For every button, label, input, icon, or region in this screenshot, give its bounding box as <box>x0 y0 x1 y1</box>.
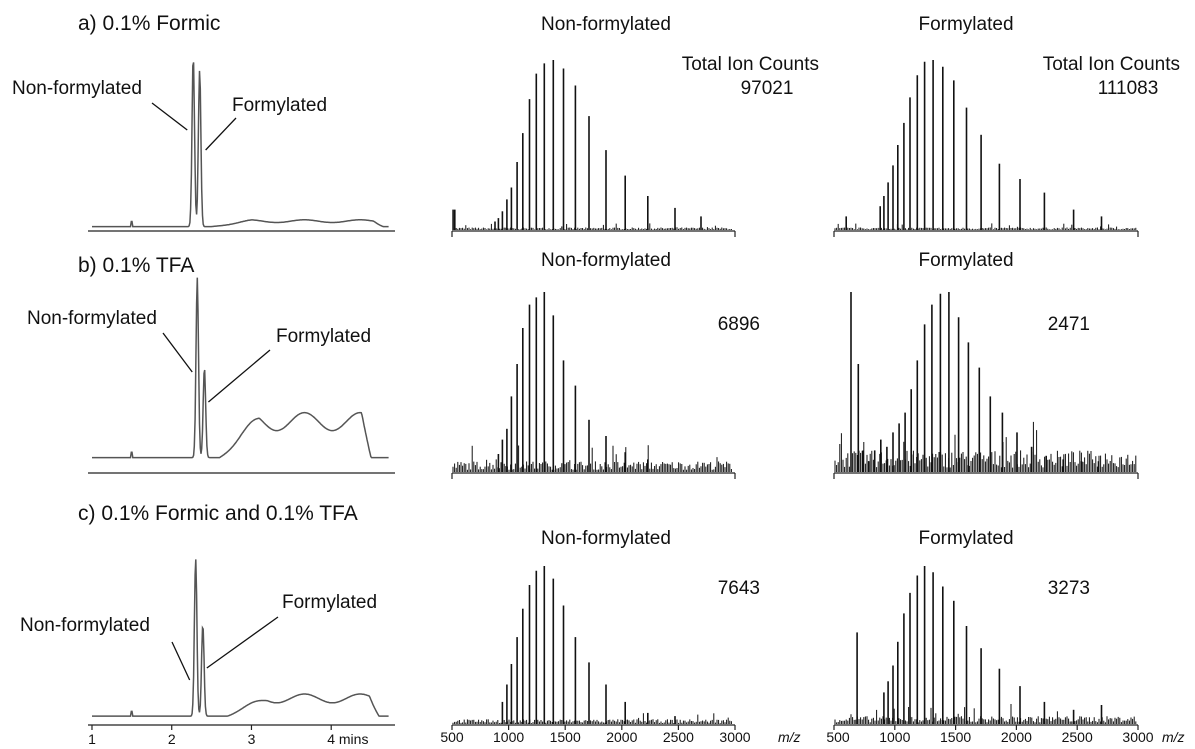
spectrum-title: Formylated <box>918 250 1013 271</box>
mz-tick-label: 3000 <box>1122 729 1153 745</box>
chromatogram-trace <box>92 559 389 717</box>
arrow-non-formylated <box>171 641 191 681</box>
mz-tick-label: 2500 <box>1062 729 1093 745</box>
formylated-label: Formylated <box>232 95 327 116</box>
non-formylated-label: Non-formylated <box>27 308 157 329</box>
spectrum-title: Non-formylated <box>541 250 671 271</box>
time-tick-label: 2 <box>168 731 176 747</box>
total-ion-counts-header: Total Ion Counts <box>682 54 819 75</box>
arrow-formylated <box>206 616 279 669</box>
mz-tick-label: 1000 <box>879 729 910 745</box>
non-formylated-label: Non-formylated <box>20 615 150 636</box>
spectrum-title: Non-formylated <box>541 14 671 35</box>
arrow-formylated <box>208 349 271 403</box>
non-formylated-label: Non-formylated <box>12 78 142 99</box>
chromatogram-trace <box>92 277 389 459</box>
total-ion-counts-header: Total Ion Counts <box>1043 54 1180 75</box>
mz-tick-label: 2000 <box>1001 729 1032 745</box>
row-title: a) 0.1% Formic <box>78 12 220 35</box>
chromatogram-trace <box>92 62 389 228</box>
mz-tick-label: 500 <box>826 729 850 745</box>
spectrum-title: Formylated <box>918 528 1013 549</box>
mz-tick-label: 1500 <box>940 729 971 745</box>
mz-tick-label: 2000 <box>606 729 637 745</box>
total-ion-counts-value: 3273 <box>1048 578 1090 599</box>
row-title: b) 0.1% TFA <box>78 254 194 277</box>
mz-unit-label: m/z <box>1162 729 1185 745</box>
mz-tick-label: 500 <box>440 729 464 745</box>
mz-unit-label: m/z <box>778 729 801 745</box>
total-ion-counts-value: 6896 <box>718 314 760 335</box>
arrow-non-formylated <box>151 102 188 131</box>
total-ion-counts-value: 7643 <box>718 578 760 599</box>
total-ion-counts-value: 2471 <box>1048 314 1090 335</box>
arrow-formylated <box>205 117 237 151</box>
mz-tick-label: 3000 <box>719 729 750 745</box>
mz-tick-label: 2500 <box>663 729 694 745</box>
arrow-non-formylated <box>162 332 193 373</box>
total-ion-counts-value: 97021 <box>741 78 794 99</box>
total-ion-counts-value: 111083 <box>1098 78 1159 99</box>
time-tick-label: 1 <box>88 731 96 747</box>
time-tick-label: 4 mins <box>327 731 368 747</box>
formylated-label: Formylated <box>282 592 377 613</box>
time-tick-label: 3 <box>248 731 256 747</box>
formylated-label: Formylated <box>276 326 371 347</box>
spectrum-title: Non-formylated <box>541 528 671 549</box>
mz-tick-label: 1000 <box>493 729 524 745</box>
row-title: c) 0.1% Formic and 0.1% TFA <box>78 502 358 525</box>
mz-tick-label: 1500 <box>550 729 581 745</box>
spectrum-title: Formylated <box>918 14 1013 35</box>
